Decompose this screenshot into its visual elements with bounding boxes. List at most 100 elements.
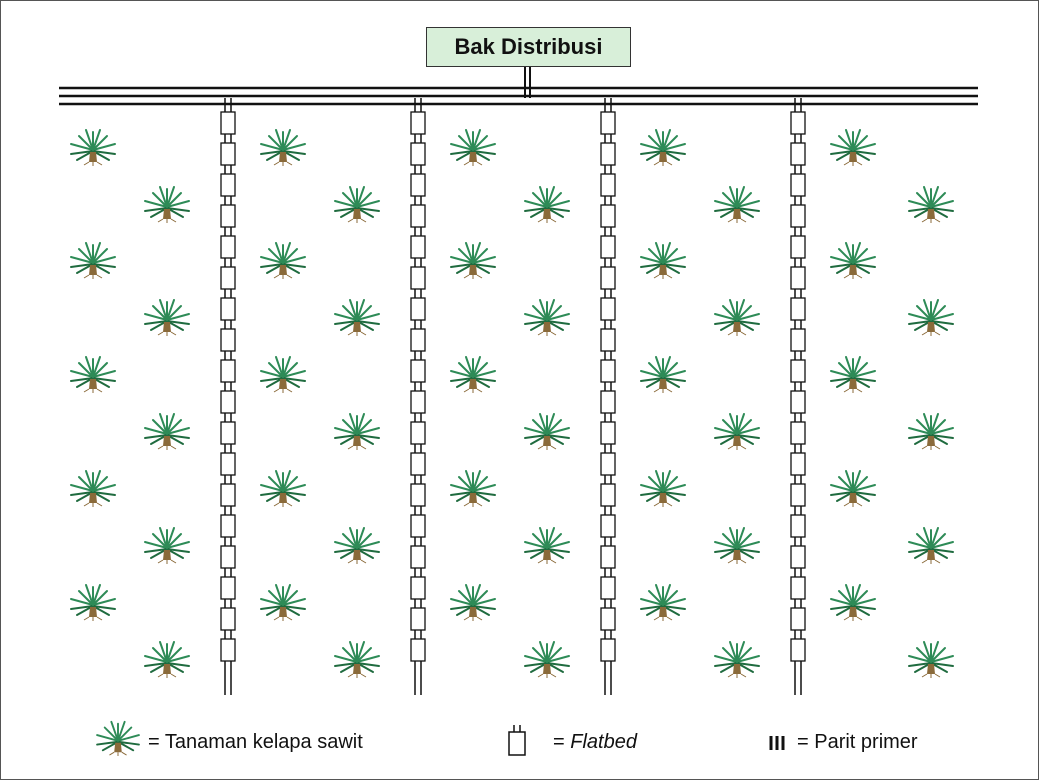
flatbed-segment xyxy=(600,452,616,476)
flatbed-segment xyxy=(220,204,236,228)
flatbed-segment xyxy=(410,142,426,166)
flatbed-column xyxy=(600,98,616,695)
bak-distribusi-box: Bak Distribusi xyxy=(426,27,631,67)
flatbed-segment xyxy=(220,514,236,538)
flatbed-segment xyxy=(600,607,616,631)
palm-tree xyxy=(830,470,876,508)
palm-tree xyxy=(714,527,760,565)
palm-tree xyxy=(70,356,116,394)
palm-tree xyxy=(640,470,686,508)
palm-tree xyxy=(908,186,954,224)
flatbed-segment xyxy=(600,545,616,569)
flatbed-segment xyxy=(410,359,426,383)
palm-tree xyxy=(334,641,380,679)
flatbed-segment xyxy=(600,390,616,414)
flatbed-segment xyxy=(410,297,426,321)
palm-tree xyxy=(144,413,190,451)
flatbed-segment xyxy=(410,204,426,228)
palm-tree xyxy=(260,584,306,622)
flatbed-segment xyxy=(220,235,236,259)
flatbed-segment xyxy=(600,297,616,321)
main-channel xyxy=(59,86,978,106)
flatbed-segment xyxy=(410,514,426,538)
palm-tree xyxy=(524,299,570,337)
palm-tree xyxy=(908,299,954,337)
legend-palm-label: = Tanaman kelapa sawit xyxy=(148,731,363,753)
palm-tree xyxy=(70,470,116,508)
flatbed-segment xyxy=(220,452,236,476)
flatbed-segment xyxy=(600,173,616,197)
flatbed-segment xyxy=(790,452,806,476)
palm-tree xyxy=(260,242,306,280)
flatbed-segment xyxy=(790,297,806,321)
flatbed-column xyxy=(220,98,236,695)
palm-tree xyxy=(70,129,116,167)
flatbed-column xyxy=(790,98,806,695)
flatbed-segment xyxy=(790,607,806,631)
flatbed-segment xyxy=(790,576,806,600)
palm-tree xyxy=(524,641,570,679)
palm-tree xyxy=(830,356,876,394)
palm-tree xyxy=(144,527,190,565)
flatbed-segment xyxy=(790,235,806,259)
flatbed-segment xyxy=(790,390,806,414)
flatbed-segment xyxy=(220,359,236,383)
palm-tree xyxy=(830,584,876,622)
palm-tree xyxy=(144,299,190,337)
palm-tree xyxy=(640,242,686,280)
flatbed-segment xyxy=(410,421,426,445)
flatbed-segment xyxy=(220,297,236,321)
palm-tree xyxy=(260,356,306,394)
palm-tree xyxy=(830,129,876,167)
flatbed-segment xyxy=(600,328,616,352)
flatbed-segment xyxy=(410,235,426,259)
palm-tree xyxy=(450,470,496,508)
palm-tree xyxy=(524,527,570,565)
flatbed-segment xyxy=(790,638,806,662)
flatbed-segment xyxy=(790,111,806,135)
flatbed-segment xyxy=(410,452,426,476)
flatbed-segment xyxy=(790,173,806,197)
palm-tree xyxy=(334,527,380,565)
flatbed-column xyxy=(410,98,426,695)
flatbed-segment xyxy=(790,421,806,445)
flatbed-segment xyxy=(790,328,806,352)
flatbed-segment xyxy=(790,514,806,538)
palm-tree xyxy=(714,641,760,679)
flatbed-segment xyxy=(600,266,616,290)
palm-tree xyxy=(450,584,496,622)
flatbed-segment xyxy=(600,359,616,383)
flatbed-segment xyxy=(410,607,426,631)
parit-primer-icon xyxy=(769,736,785,750)
flatbed-segment xyxy=(410,576,426,600)
palm-tree xyxy=(524,413,570,451)
flatbed-segment xyxy=(600,111,616,135)
flatbed-segment xyxy=(600,421,616,445)
palm-tree xyxy=(714,186,760,224)
flatbed-segment xyxy=(220,173,236,197)
flatbed-segment xyxy=(790,266,806,290)
flatbed-segment xyxy=(410,266,426,290)
flatbed-segment xyxy=(220,142,236,166)
palm-tree xyxy=(640,584,686,622)
flatbed-segment xyxy=(600,576,616,600)
flatbed-segment xyxy=(790,142,806,166)
flatbed-channels xyxy=(220,98,806,695)
flatbed-segment xyxy=(600,142,616,166)
palm-tree xyxy=(450,129,496,167)
flatbed-segment xyxy=(220,607,236,631)
palm-tree xyxy=(70,584,116,622)
flatbed-segment xyxy=(600,235,616,259)
flatbed-segment xyxy=(410,390,426,414)
flatbed-segment xyxy=(790,204,806,228)
flatbed-segment xyxy=(410,545,426,569)
palm-tree xyxy=(334,413,380,451)
palm-tree xyxy=(144,186,190,224)
flatbed-segment xyxy=(220,421,236,445)
flatbed-segment xyxy=(600,483,616,507)
flatbed-icon xyxy=(508,725,526,756)
palm-tree xyxy=(908,527,954,565)
palm-tree xyxy=(450,242,496,280)
